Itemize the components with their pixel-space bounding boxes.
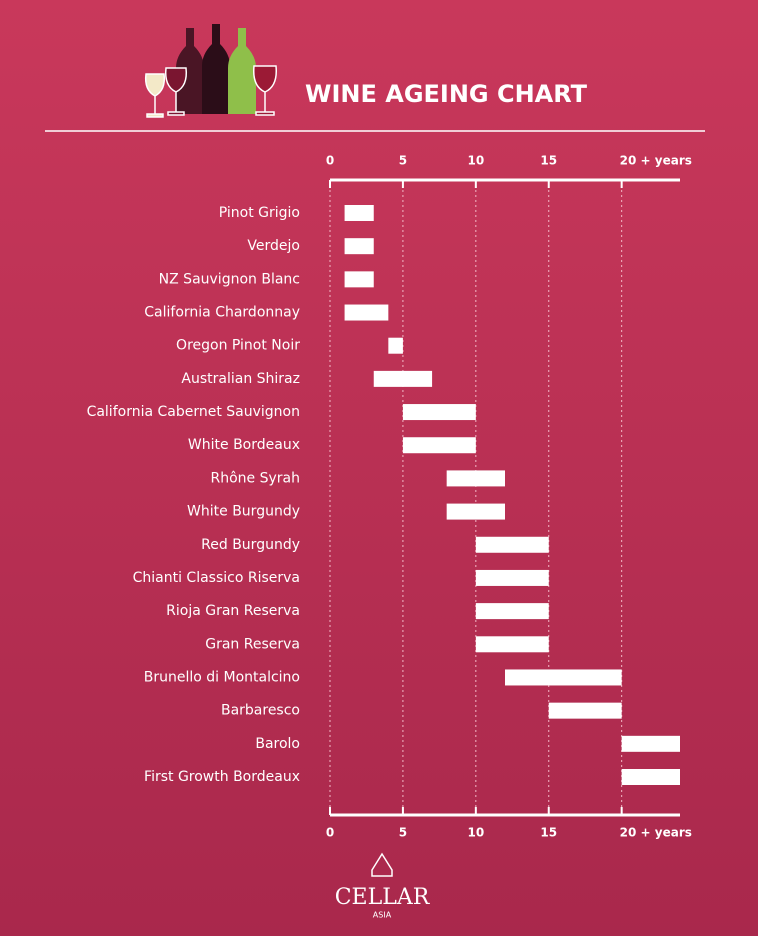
bar: [446, 503, 505, 520]
category-label: White Bordeaux: [188, 437, 300, 453]
bar: [621, 769, 680, 785]
chart-title: WINE AGEING CHART: [305, 80, 588, 108]
category-label: Barbaresco: [221, 703, 300, 719]
x-tick-label: 0: [326, 154, 334, 168]
category-label: Rhône Syrah: [211, 470, 300, 486]
x-tick-label: 15: [540, 826, 557, 840]
category-label: Gran Reserva: [205, 636, 300, 652]
bar: [344, 238, 374, 255]
brand-sub: ASIA: [373, 911, 392, 920]
category-label: Pinot Grigio: [219, 205, 300, 221]
bar: [475, 636, 549, 653]
x-tick-label: 20 + years: [620, 154, 692, 168]
category-label: Chianti Classico Riserva: [133, 570, 300, 586]
x-tick-label: 10: [467, 826, 484, 840]
bar: [402, 437, 476, 454]
x-tick-label: 10: [467, 154, 484, 168]
category-label: First Growth Bordeaux: [144, 769, 300, 785]
bar: [344, 271, 374, 288]
bar: [373, 370, 433, 387]
brand-logo: CELLAR ASIA: [335, 852, 431, 920]
bar: [505, 669, 622, 686]
bar: [475, 603, 549, 620]
category-label: Verdejo: [247, 238, 300, 254]
category-label: California Chardonnay: [144, 305, 300, 321]
category-label: NZ Sauvignon Blanc: [159, 271, 300, 287]
x-tick-label: 0: [326, 826, 334, 840]
category-label: Barolo: [255, 736, 300, 752]
x-tick-label: 15: [540, 154, 557, 168]
category-label: Red Burgundy: [201, 537, 300, 553]
category-label: White Burgundy: [187, 504, 300, 520]
bar: [475, 569, 549, 586]
category-label: Australian Shiraz: [181, 371, 300, 387]
bar: [402, 404, 476, 421]
brand-name: CELLAR: [335, 885, 431, 910]
bar: [548, 702, 622, 719]
category-label: Brunello di Montalcino: [144, 669, 300, 685]
x-tick-label: 5: [399, 154, 407, 168]
bottles-illustration: [144, 24, 278, 118]
bar: [446, 470, 505, 487]
category-label: California Cabernet Sauvignon: [87, 404, 300, 420]
bar: [475, 536, 549, 553]
bar: [388, 337, 403, 354]
bar: [344, 205, 374, 221]
x-tick-label: 20 + years: [620, 826, 692, 840]
category-label: Rioja Gran Reserva: [166, 603, 300, 619]
category-label: Oregon Pinot Noir: [176, 338, 300, 354]
x-tick-label: 5: [399, 826, 407, 840]
bar: [344, 304, 389, 321]
bar: [621, 735, 680, 752]
